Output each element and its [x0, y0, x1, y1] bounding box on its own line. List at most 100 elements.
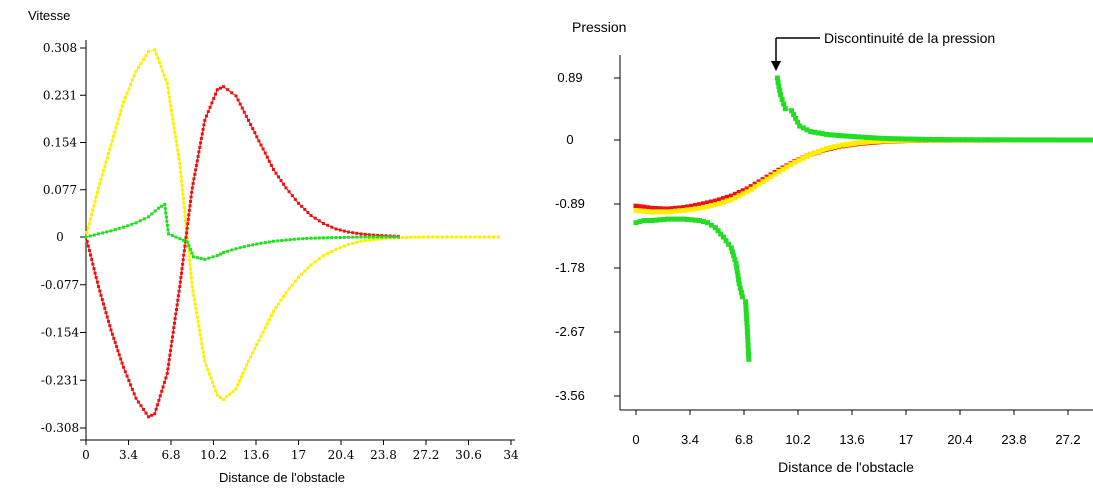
data-point	[263, 241, 267, 245]
data-point	[701, 219, 706, 225]
data-point	[804, 153, 810, 159]
data-point	[927, 136, 933, 142]
x-tick-label: 3.4	[681, 432, 699, 447]
data-point	[863, 134, 869, 140]
data-point	[745, 333, 751, 339]
data-point	[115, 122, 119, 125]
data-point	[105, 315, 109, 319]
data-point	[708, 203, 714, 209]
data-point	[716, 201, 722, 206]
y-tick-label: -0.077	[41, 278, 79, 292]
y-tick-label: -0.231	[41, 373, 79, 387]
data-point	[195, 256, 199, 260]
data-point	[326, 236, 330, 240]
data-point	[242, 110, 246, 114]
data-point	[673, 216, 679, 222]
data-point	[450, 235, 454, 239]
data-point	[188, 247, 192, 251]
data-point	[745, 343, 751, 348]
data-point	[90, 213, 94, 217]
data-point	[330, 225, 334, 229]
data-point	[919, 136, 925, 142]
data-point	[649, 218, 655, 223]
data-point	[1041, 137, 1047, 143]
data-point	[334, 236, 338, 240]
data-point	[931, 137, 937, 142]
data-point	[175, 308, 178, 311]
data-point	[290, 283, 294, 287]
data-point	[178, 166, 182, 170]
data-point	[154, 407, 158, 411]
data-point	[168, 99, 172, 103]
data-point	[730, 249, 735, 255]
data-point	[253, 347, 257, 351]
data-point	[778, 92, 783, 98]
data-point	[242, 245, 246, 249]
data-point	[744, 316, 750, 322]
data-point	[85, 231, 89, 234]
data-point	[665, 209, 671, 215]
data-point	[405, 235, 409, 239]
data-point	[297, 237, 300, 241]
data-point	[269, 163, 273, 167]
data-point	[187, 244, 191, 248]
data-point	[816, 130, 822, 136]
data-point	[303, 269, 307, 273]
x-tick-label: 20.4	[947, 432, 972, 447]
data-point	[380, 237, 384, 241]
data-point	[265, 155, 269, 159]
data-point	[234, 247, 238, 251]
data-point	[637, 204, 643, 210]
data-point	[681, 205, 687, 211]
data-point	[225, 395, 229, 399]
data-point	[732, 191, 738, 197]
data-point	[677, 216, 683, 222]
data-point	[199, 337, 203, 341]
data-point	[284, 186, 288, 190]
annotation-arrow-icon	[771, 61, 781, 71]
data-point	[372, 238, 375, 241]
y-tick-label: -0.308	[41, 421, 79, 435]
data-point	[715, 228, 721, 234]
data-point	[779, 96, 785, 102]
data-point	[163, 203, 167, 206]
data-point	[287, 287, 291, 291]
data-point	[113, 228, 117, 232]
data-point	[84, 235, 88, 239]
data-point	[177, 157, 181, 161]
data-point	[218, 395, 222, 399]
data-point	[173, 321, 176, 325]
data-point	[685, 207, 691, 213]
data-point	[251, 243, 255, 247]
data-point	[317, 236, 321, 240]
data-point	[879, 138, 885, 144]
data-point	[160, 204, 164, 208]
data-point	[293, 279, 297, 283]
data-point	[172, 326, 176, 330]
data-point	[756, 181, 762, 187]
data-point	[137, 400, 140, 404]
data-point	[867, 139, 873, 145]
data-point	[196, 320, 200, 324]
data-point	[293, 197, 297, 201]
data-point	[109, 229, 113, 233]
data-point	[199, 136, 203, 140]
data-point	[649, 209, 655, 215]
data-point	[871, 135, 877, 141]
data-point	[317, 257, 321, 261]
data-point	[109, 143, 113, 147]
data-point	[93, 199, 97, 203]
data-point	[735, 273, 741, 279]
data-point	[720, 234, 726, 240]
data-point	[209, 376, 213, 380]
data-point	[184, 219, 188, 223]
data-point	[1014, 137, 1020, 143]
data-point	[236, 383, 240, 387]
data-point	[736, 277, 742, 283]
data-point	[326, 252, 330, 255]
data-point	[174, 139, 178, 143]
data-point	[115, 345, 119, 349]
data-point	[222, 251, 225, 254]
x-tick-label: 27.2	[1055, 432, 1080, 447]
data-point	[752, 184, 758, 190]
